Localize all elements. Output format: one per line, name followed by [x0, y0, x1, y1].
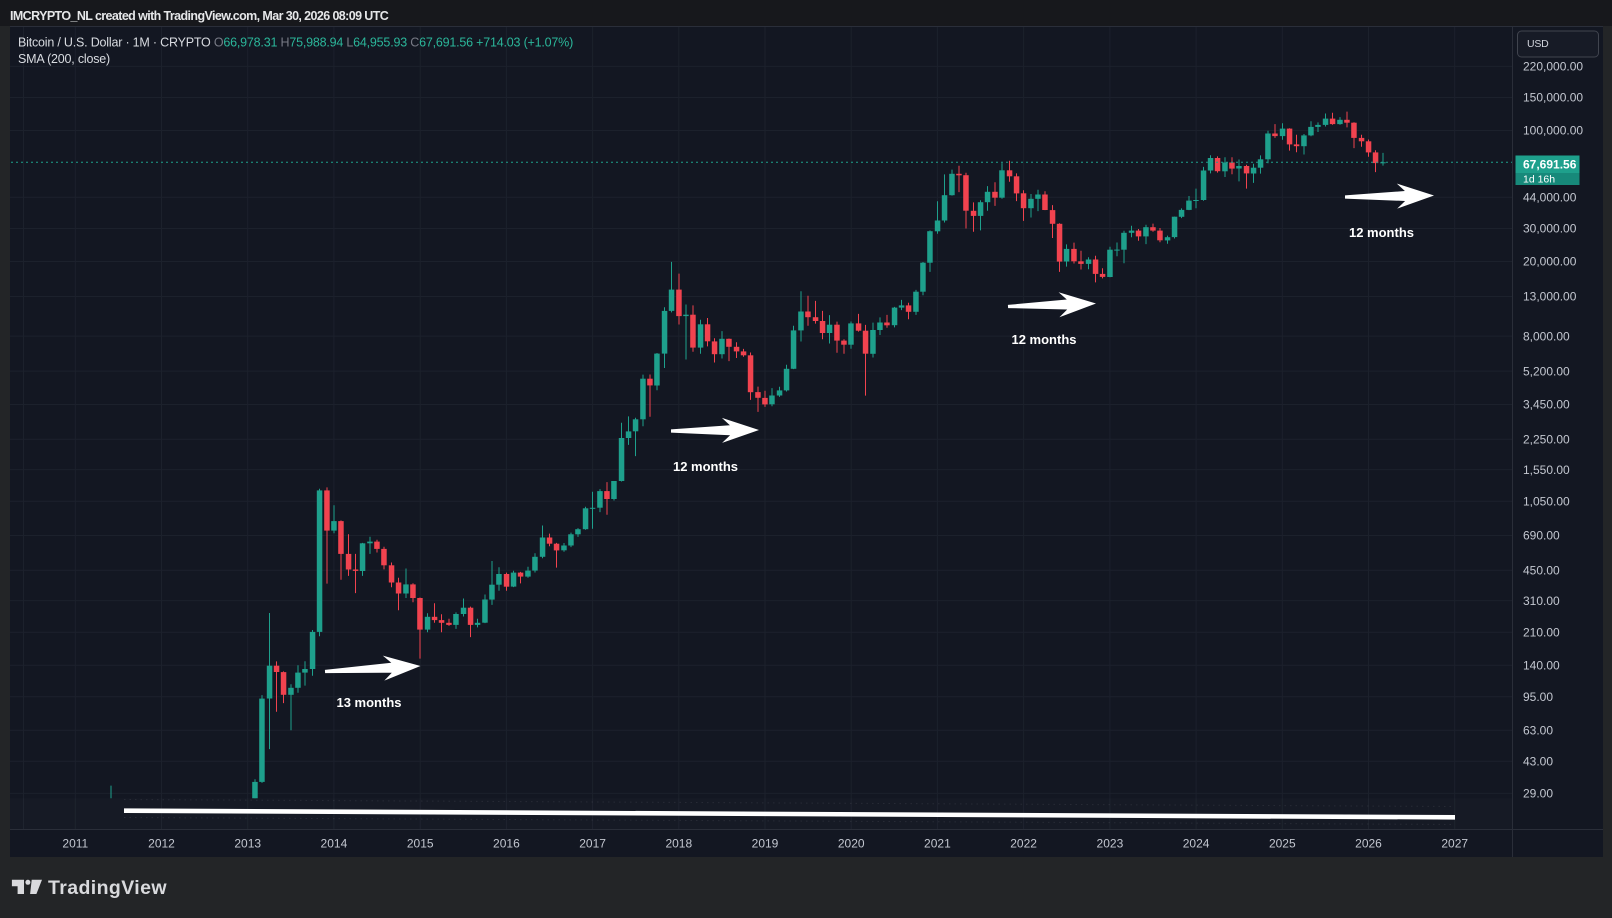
- svg-text:2019: 2019: [752, 837, 779, 851]
- svg-text:Bitcoin / U.S. Dollar · 1M · C: Bitcoin / U.S. Dollar · 1M · CRYPTO O66,…: [18, 36, 573, 50]
- svg-text:1,550.00: 1,550.00: [1523, 463, 1570, 477]
- svg-text:690.00: 690.00: [1523, 529, 1560, 543]
- svg-text:450.00: 450.00: [1523, 564, 1560, 578]
- svg-text:1,050.00: 1,050.00: [1523, 495, 1570, 509]
- svg-text:2020: 2020: [838, 837, 865, 851]
- svg-text:210.00: 210.00: [1523, 626, 1560, 640]
- svg-text:100,000.00: 100,000.00: [1523, 124, 1583, 138]
- svg-text:2015: 2015: [407, 837, 434, 851]
- svg-text:USD: USD: [1527, 38, 1549, 50]
- svg-text:2016: 2016: [493, 837, 520, 851]
- svg-text:2,250.00: 2,250.00: [1523, 433, 1570, 447]
- svg-text:30,000.00: 30,000.00: [1523, 222, 1577, 236]
- svg-text:2027: 2027: [1441, 837, 1468, 851]
- svg-text:2012: 2012: [148, 837, 175, 851]
- svg-text:20,000.00: 20,000.00: [1523, 255, 1577, 269]
- svg-text:13,000.00: 13,000.00: [1523, 290, 1577, 304]
- svg-text:2011: 2011: [62, 837, 88, 851]
- svg-text:1d 16h: 1d 16h: [1523, 174, 1555, 186]
- svg-text:310.00: 310.00: [1523, 594, 1560, 608]
- svg-text:29.00: 29.00: [1523, 787, 1553, 801]
- svg-text:2026: 2026: [1355, 837, 1382, 851]
- svg-text:220,000.00: 220,000.00: [1523, 60, 1583, 74]
- svg-text:2025: 2025: [1269, 837, 1296, 851]
- svg-text:12 months: 12 months: [1011, 332, 1076, 347]
- svg-text:5,200.00: 5,200.00: [1523, 364, 1570, 378]
- svg-text:2017: 2017: [579, 837, 606, 851]
- svg-text:2023: 2023: [1097, 837, 1124, 851]
- svg-text:2013: 2013: [234, 837, 261, 851]
- svg-text:44,000.00: 44,000.00: [1523, 191, 1577, 205]
- svg-text:95.00: 95.00: [1523, 690, 1553, 704]
- svg-text:63.00: 63.00: [1523, 724, 1553, 738]
- svg-text:2021: 2021: [924, 837, 951, 851]
- svg-text:2024: 2024: [1183, 837, 1210, 851]
- svg-text:12 months: 12 months: [1349, 225, 1414, 240]
- svg-text:TradingView: TradingView: [48, 877, 167, 899]
- svg-text:67,691.56: 67,691.56: [1523, 158, 1577, 172]
- svg-text:12 months: 12 months: [673, 459, 738, 474]
- svg-text:IMCRYPTO_NL created with Tradi: IMCRYPTO_NL created with TradingView.com…: [10, 9, 389, 23]
- svg-text:SMA (200, close): SMA (200, close): [18, 52, 110, 66]
- svg-text:8,000.00: 8,000.00: [1523, 329, 1570, 343]
- svg-text:2022: 2022: [1010, 837, 1037, 851]
- svg-text:2018: 2018: [665, 837, 692, 851]
- svg-text:150,000.00: 150,000.00: [1523, 91, 1583, 105]
- svg-text:43.00: 43.00: [1523, 755, 1553, 769]
- svg-text:13 months: 13 months: [336, 695, 401, 710]
- svg-text:2014: 2014: [321, 837, 348, 851]
- svg-text:3,450.00: 3,450.00: [1523, 398, 1570, 412]
- svg-text:140.00: 140.00: [1523, 659, 1560, 673]
